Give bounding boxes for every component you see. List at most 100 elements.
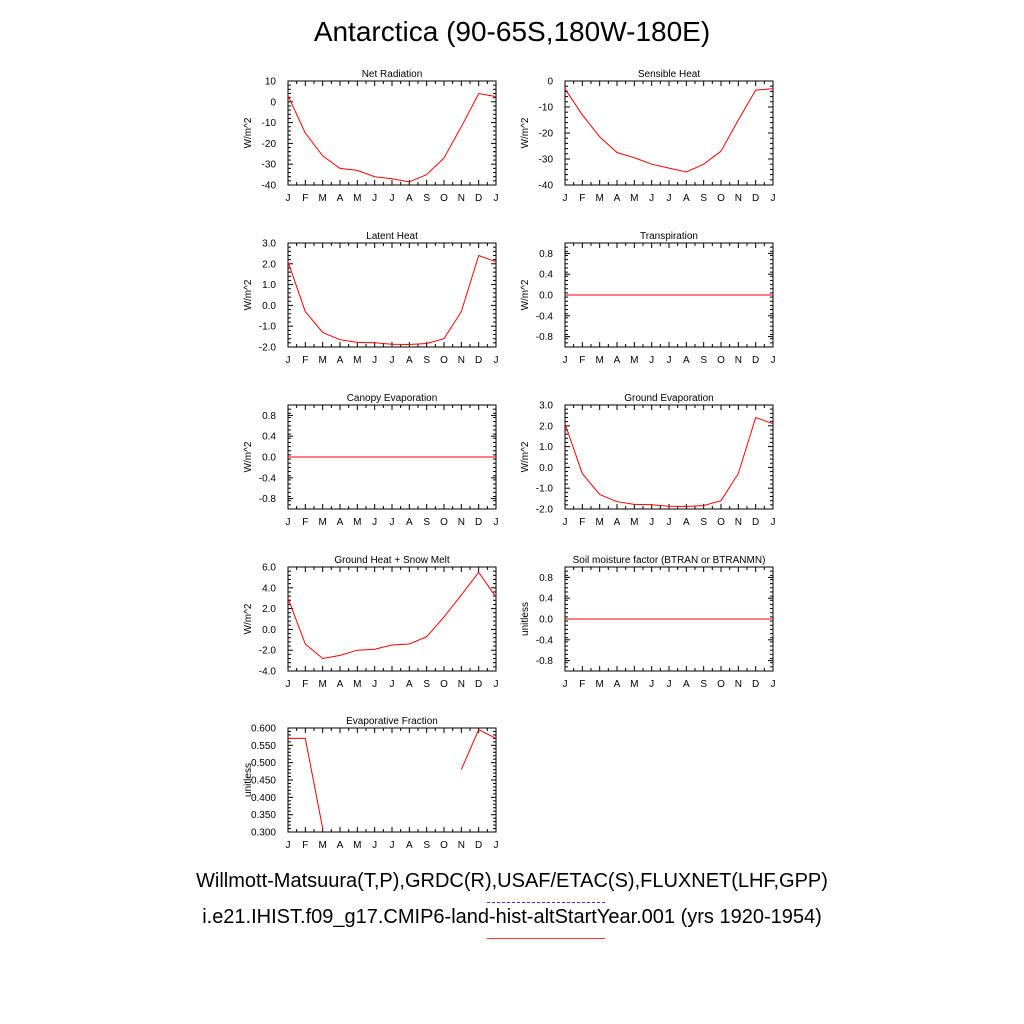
y-tick-label: 0.0 — [539, 615, 553, 626]
y-tick-label: -0.4 — [259, 473, 277, 484]
y-tick-label: -20 — [539, 129, 554, 140]
x-tick-label: J — [771, 193, 776, 204]
x-tick-label: F — [579, 679, 585, 690]
y-tick-label: -40 — [539, 181, 554, 192]
x-tick-label: M — [595, 355, 603, 366]
x-tick-label: O — [717, 355, 725, 366]
x-tick-label: N — [458, 679, 465, 690]
y-tick-label: -0.8 — [259, 494, 277, 505]
x-tick-label: M — [353, 193, 361, 204]
x-tick-label: J — [372, 840, 377, 851]
series-line — [287, 571, 497, 660]
x-tick-label: A — [683, 193, 690, 204]
y-tick-label: 0.0 — [262, 453, 276, 464]
plot-frame — [287, 242, 497, 348]
y-tick-label: 0.0 — [539, 291, 553, 302]
y-axis-label: W/m^2 — [243, 603, 254, 634]
x-tick-label: O — [440, 193, 448, 204]
x-tick-label: A — [614, 193, 621, 204]
legend-model-label: i.e21.IHIST.f09_g17.CMIP6-land-hist-altS… — [202, 906, 822, 928]
x-tick-label: O — [440, 517, 448, 528]
series-line — [288, 737, 324, 829]
x-tick-label: J — [494, 840, 499, 851]
x-tick-label: A — [406, 840, 413, 851]
x-tick-label: J — [286, 355, 291, 366]
x-tick-label: S — [700, 193, 707, 204]
y-axis-label: W/m^2 — [243, 117, 254, 148]
x-tick-label: F — [579, 355, 585, 366]
y-tick-label: -0.8 — [536, 656, 554, 667]
x-tick-label: A — [406, 355, 413, 366]
x-tick-label: S — [423, 193, 430, 204]
x-tick-label: J — [372, 355, 377, 366]
plot-title: Sensible Heat — [638, 69, 700, 80]
x-tick-label: D — [752, 517, 759, 528]
x-tick-label: S — [423, 679, 430, 690]
x-tick-label: J — [390, 840, 395, 851]
y-tick-label: -40 — [262, 181, 277, 192]
y-tick-label: 0.0 — [262, 301, 276, 312]
x-tick-label: S — [423, 355, 430, 366]
x-tick-label: F — [302, 679, 308, 690]
plot-title: Latent Heat — [366, 231, 418, 242]
x-tick-label: M — [318, 193, 326, 204]
x-tick-label: S — [700, 517, 707, 528]
x-tick-label: D — [475, 193, 482, 204]
series-line — [287, 254, 497, 346]
x-tick-label: S — [700, 679, 707, 690]
plot-title: Transpiration — [640, 231, 698, 242]
x-tick-label: J — [494, 679, 499, 690]
y-tick-label: -10 — [539, 103, 554, 114]
x-tick-label: A — [406, 679, 413, 690]
x-tick-label: A — [614, 517, 621, 528]
x-tick-label: O — [717, 517, 725, 528]
series-line — [564, 416, 774, 508]
y-tick-label: -2.0 — [259, 343, 277, 354]
x-tick-label: A — [614, 679, 621, 690]
plot-title: Ground Heat + Snow Melt — [334, 555, 450, 566]
y-axis-label: W/m^2 — [520, 117, 531, 148]
x-tick-label: M — [318, 840, 326, 851]
y-tick-label: -1.0 — [536, 484, 554, 495]
x-tick-label: O — [440, 355, 448, 366]
x-tick-label: D — [475, 517, 482, 528]
x-tick-label: A — [406, 517, 413, 528]
x-tick-label: J — [286, 193, 291, 204]
y-tick-label: 3.0 — [539, 401, 553, 412]
y-tick-label: -30 — [262, 160, 277, 171]
x-tick-label: A — [683, 355, 690, 366]
page-title: Antarctica (90-65S,180W-180E) — [313, 16, 711, 47]
x-tick-label: M — [630, 517, 638, 528]
legend-obs-label: Willmott-Matsuura(T,P),GRDC(R),USAF/ETAC… — [196, 870, 828, 892]
x-tick-label: D — [752, 193, 759, 204]
y-tick-label: 2.0 — [539, 421, 553, 432]
x-tick-label: J — [667, 517, 672, 528]
x-tick-label: M — [630, 679, 638, 690]
x-tick-label: M — [630, 355, 638, 366]
legend-model-swatch — [487, 938, 605, 939]
x-tick-label: M — [595, 517, 603, 528]
x-tick-label: D — [475, 679, 482, 690]
x-tick-label: J — [649, 193, 654, 204]
y-tick-label: 0 — [547, 77, 553, 88]
x-tick-label: F — [302, 193, 308, 204]
x-tick-label: N — [735, 679, 742, 690]
y-tick-label: -0.8 — [536, 332, 554, 343]
y-tick-label: 0.550 — [251, 741, 276, 752]
x-tick-label: J — [563, 355, 568, 366]
x-tick-label: J — [667, 355, 672, 366]
x-tick-label: F — [579, 193, 585, 204]
x-tick-label: N — [458, 193, 465, 204]
series-line — [460, 729, 497, 770]
y-tick-label: -1.0 — [259, 322, 277, 333]
y-tick-label: 0.600 — [251, 724, 276, 735]
x-tick-label: M — [318, 355, 326, 366]
x-tick-label: J — [390, 679, 395, 690]
y-tick-label: -4.0 — [259, 667, 277, 678]
plot-title: Evaporative Fraction — [346, 716, 438, 727]
y-tick-label: 2.0 — [262, 604, 276, 615]
x-tick-label: A — [683, 679, 690, 690]
x-tick-label: A — [337, 193, 344, 204]
x-tick-label: M — [353, 840, 361, 851]
